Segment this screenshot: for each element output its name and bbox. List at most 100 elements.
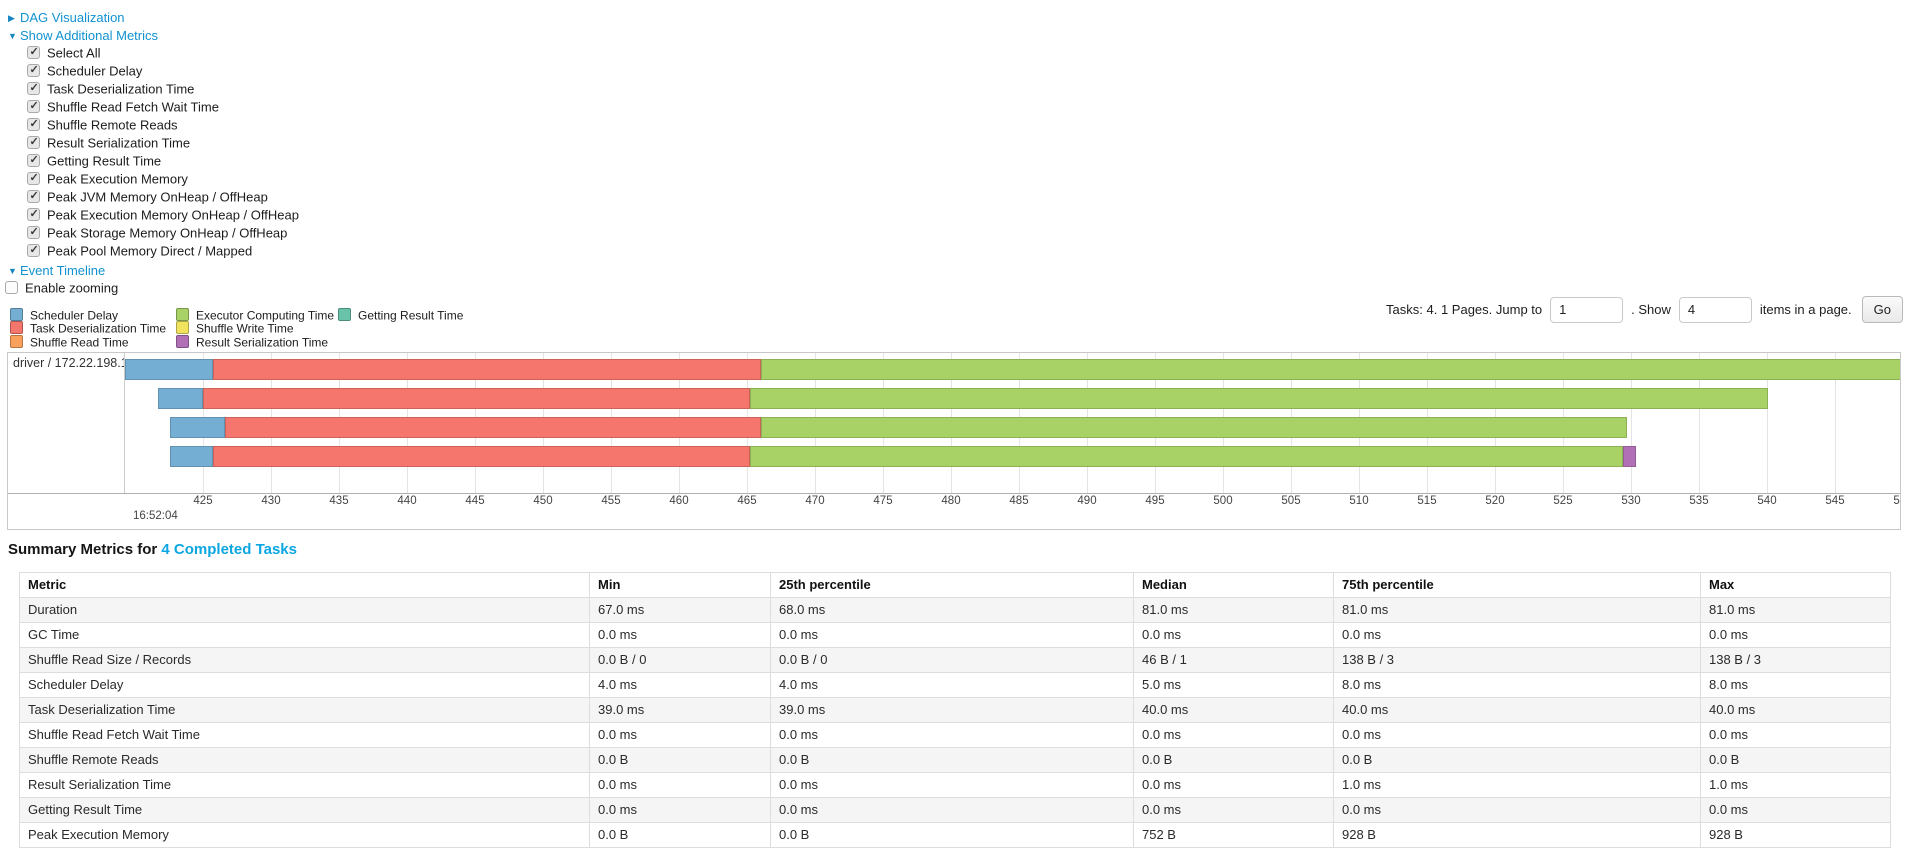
- value-cell: 928 B: [1700, 822, 1891, 848]
- value-cell: 1.0 ms: [1333, 772, 1701, 798]
- task-bar-segment-scheduler-delay[interactable]: [170, 417, 225, 438]
- x-axis-tick-label: 485: [1009, 495, 1029, 507]
- task-bar-segment-task-deserialization[interactable]: [203, 388, 750, 409]
- summary-metrics-heading: Summary Metrics for 4 Completed Tasks: [8, 541, 297, 558]
- legend-label: Shuffle Write Time: [196, 321, 294, 336]
- x-axis-gridline: [1835, 353, 1836, 493]
- value-cell: 138 B / 3: [1700, 647, 1891, 673]
- go-button[interactable]: Go: [1861, 296, 1903, 323]
- dag-visualization-toggle[interactable]: ▶ DAG Visualization: [8, 9, 125, 26]
- event-timeline-chart: driver / 172.22.198.104 4254304354404454…: [7, 352, 1901, 530]
- event-timeline-link[interactable]: Event Timeline: [20, 263, 106, 278]
- checkbox-label: Peak Execution Memory: [47, 171, 188, 187]
- table-row: Getting Result Time 0.0 ms 0.0 ms 0.0 ms 0.0…: [19, 797, 1891, 823]
- peak-storage-onheap-checkbox[interactable]: [27, 225, 40, 239]
- result-serialization-checkbox[interactable]: [27, 135, 40, 149]
- x-axis-gridline: [1767, 353, 1768, 493]
- timeline-plot-area[interactable]: [125, 353, 1900, 493]
- task-bar-segment-task-deserialization[interactable]: [224, 417, 761, 438]
- value-cell: 0.0 B: [1700, 747, 1891, 773]
- metric-cell: Task Deserialization Time: [19, 697, 590, 723]
- value-cell: 39.0 ms: [770, 697, 1134, 723]
- checkbox-row-task-deserialization: Task Deserialization Time: [27, 80, 194, 98]
- checkbox-label: Peak Storage Memory OnHeap / OffHeap: [47, 225, 288, 241]
- value-cell: 8.0 ms: [1333, 672, 1701, 698]
- value-cell: 0.0 ms: [589, 772, 771, 798]
- show-additional-metrics-link[interactable]: Show Additional Metrics: [20, 28, 159, 43]
- result-serialization-swatch: [176, 334, 189, 348]
- metric-cell: Shuffle Read Size / Records: [19, 647, 590, 673]
- shuffle-write-swatch: [176, 321, 189, 335]
- value-cell: 81.0 ms: [1133, 597, 1334, 623]
- shuffle-fetch-wait-checkbox[interactable]: [27, 99, 40, 113]
- value-cell: 68.0 ms: [770, 597, 1134, 623]
- checkbox-row-peak-exec-onheap: Peak Execution Memory OnHeap / OffHeap: [27, 206, 299, 224]
- value-cell: 0.0 B: [589, 822, 771, 848]
- dag-visualization-link[interactable]: DAG Visualization: [20, 10, 125, 25]
- value-cell: 0.0 ms: [1333, 622, 1701, 648]
- timeline-legend-col-1: Scheduler Delay Task Deserialization Tim…: [10, 308, 167, 349]
- task-bar-segment-result-serialization[interactable]: [1622, 446, 1637, 467]
- checkbox-label: Peak Pool Memory Direct / Mapped: [47, 243, 253, 259]
- task-bar-segment-executor-computing[interactable]: [760, 359, 1900, 380]
- x-axis-tick-label: 490: [1077, 495, 1097, 507]
- checkbox-label: Shuffle Read Fetch Wait Time: [47, 99, 219, 115]
- task-bar-segment-scheduler-delay[interactable]: [125, 359, 213, 380]
- peak-jvm-memory-checkbox[interactable]: [27, 189, 40, 203]
- checkbox-label: Peak JVM Memory OnHeap / OffHeap: [47, 189, 268, 205]
- jump-to-page-input[interactable]: [1550, 296, 1624, 323]
- table-row: Peak Execution Memory 0.0 B 0.0 B 752 B 928 …: [19, 822, 1891, 848]
- metric-cell: Duration: [19, 597, 590, 623]
- x-axis-line: [8, 493, 1900, 494]
- peak-pool-memory-checkbox[interactable]: [27, 243, 40, 257]
- checkbox-row-shuffle-fetch-wait: Shuffle Read Fetch Wait Time: [27, 98, 219, 116]
- task-deserialization-checkbox[interactable]: [27, 81, 40, 95]
- checkbox-label: Scheduler Delay: [47, 63, 143, 79]
- value-cell: 0.0 ms: [770, 622, 1134, 648]
- col-header-75th: 75th percentile: [1333, 572, 1701, 598]
- table-row: Scheduler Delay 4.0 ms 4.0 ms 5.0 ms 8.0 ms 8…: [19, 672, 1891, 698]
- value-cell: 0.0 ms: [1133, 722, 1334, 748]
- peak-execution-memory-checkbox[interactable]: [27, 171, 40, 185]
- select-all-checkbox[interactable]: [27, 45, 40, 59]
- value-cell: 67.0 ms: [589, 597, 771, 623]
- task-bar-segment-executor-computing[interactable]: [749, 446, 1623, 467]
- legend-label: Task Deserialization Time: [30, 321, 167, 336]
- task-bar-segment-task-deserialization[interactable]: [212, 446, 750, 467]
- task-bar-segment-task-deserialization[interactable]: [212, 359, 761, 380]
- table-row: GC Time 0.0 ms 0.0 ms 0.0 ms 0.0 ms 0.0 ms: [19, 622, 1891, 648]
- checkbox-row-peak-execution-memory: Peak Execution Memory: [27, 170, 188, 188]
- value-cell: 39.0 ms: [589, 697, 771, 723]
- x-axis-tick-label: 470: [805, 495, 825, 507]
- event-timeline-toggle[interactable]: ▼ Event Timeline: [8, 262, 105, 279]
- value-cell: 0.0 ms: [1133, 622, 1334, 648]
- value-cell: 40.0 ms: [1700, 697, 1891, 723]
- enable-zooming-row: Enable zooming: [5, 279, 118, 297]
- scheduler-delay-checkbox[interactable]: [27, 63, 40, 77]
- getting-result-checkbox[interactable]: [27, 153, 40, 167]
- col-header-max: Max: [1700, 572, 1891, 598]
- checkbox-row-select-all: Select All: [27, 44, 100, 62]
- value-cell: 40.0 ms: [1133, 697, 1334, 723]
- task-bar-segment-executor-computing[interactable]: [760, 417, 1627, 438]
- legend-item: Shuffle Write Time: [176, 321, 334, 336]
- peak-exec-onheap-checkbox[interactable]: [27, 207, 40, 221]
- show-additional-metrics-toggle[interactable]: ▼ Show Additional Metrics: [8, 27, 158, 44]
- value-cell: 0.0 ms: [589, 622, 771, 648]
- enable-zooming-label: Enable zooming: [25, 280, 119, 296]
- value-cell: 1.0 ms: [1700, 772, 1891, 798]
- x-axis-tick-label: 520: [1485, 495, 1505, 507]
- x-axis-tick-label: 425: [193, 495, 213, 507]
- task-pagination: Tasks: 4. 1 Pages. Jump to . Show items …: [1382, 296, 1903, 323]
- enable-zooming-checkbox[interactable]: [5, 281, 18, 294]
- metric-cell: Result Serialization Time: [19, 772, 590, 798]
- checkbox-row-peak-storage-onheap: Peak Storage Memory OnHeap / OffHeap: [27, 224, 287, 242]
- x-axis-tick-labels: 425 430 435 440 445 450 455 460 465 470 475 480 485 4…: [125, 495, 1900, 511]
- task-bar-segment-scheduler-delay[interactable]: [170, 446, 213, 467]
- checkbox-label: Result Serialization Time: [47, 135, 191, 151]
- task-bar-segment-executor-computing[interactable]: [749, 388, 1769, 409]
- task-bar-segment-scheduler-delay[interactable]: [158, 388, 203, 409]
- items-per-page-input[interactable]: [1678, 296, 1752, 323]
- completed-tasks-link[interactable]: 4 Completed Tasks: [161, 541, 297, 558]
- shuffle-remote-reads-checkbox[interactable]: [27, 117, 40, 131]
